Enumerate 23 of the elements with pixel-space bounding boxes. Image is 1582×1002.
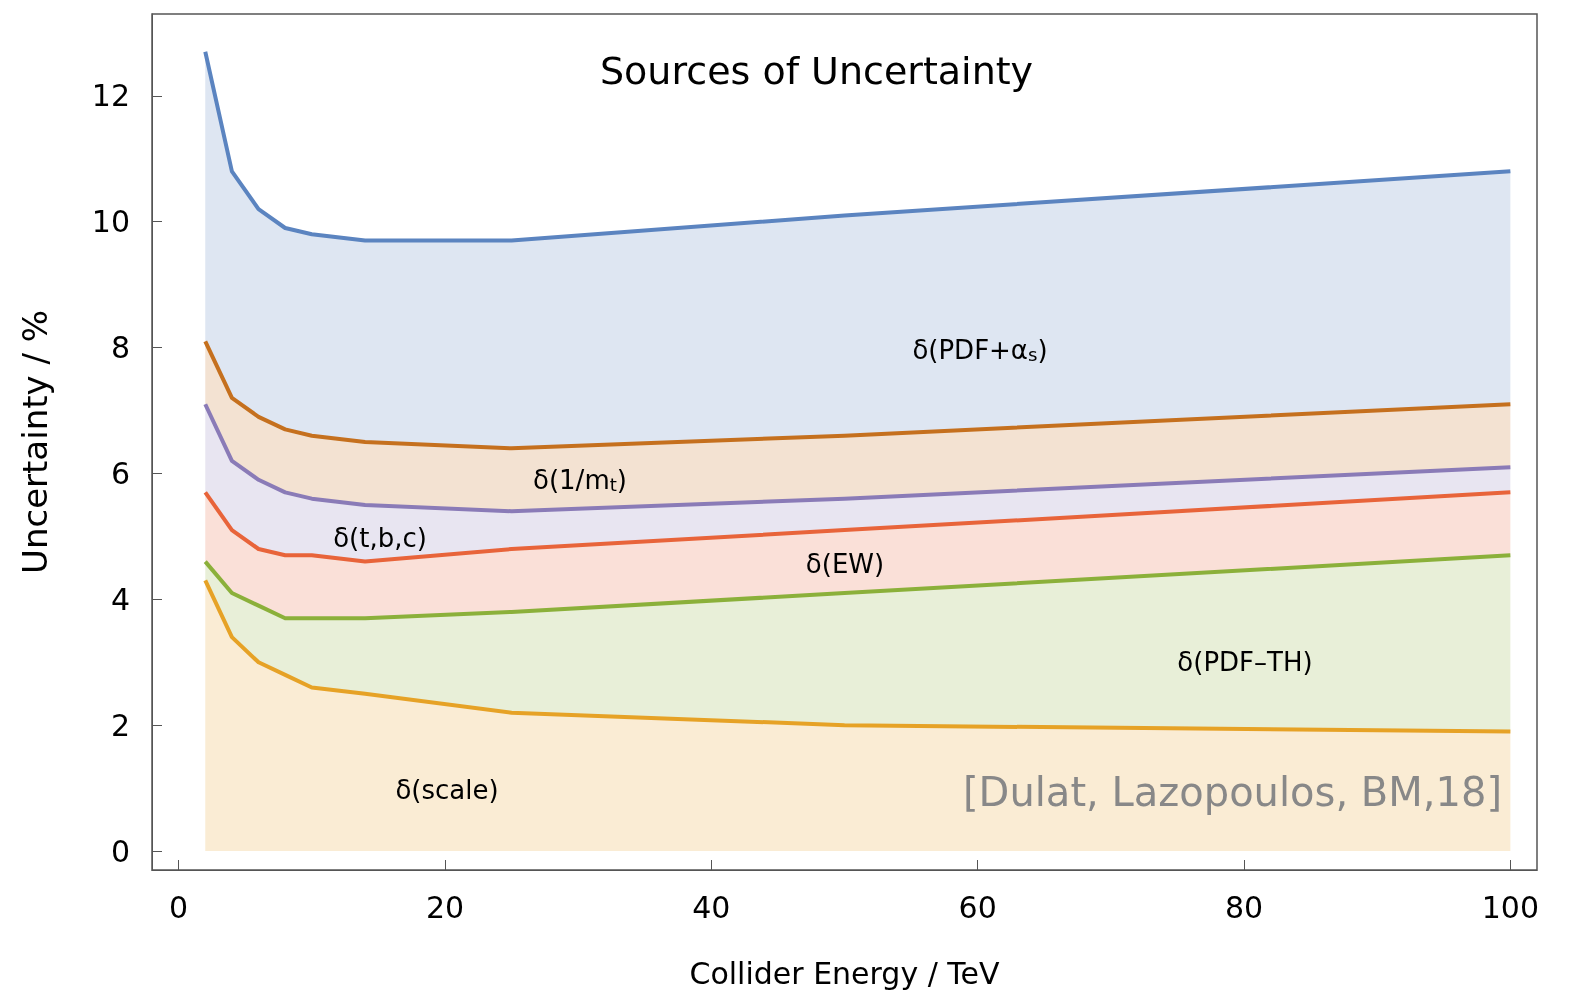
y-tick-label: 8: [110, 330, 130, 366]
x-tick-label: 80: [1224, 889, 1264, 925]
y-tick-label: 4: [110, 581, 130, 617]
x-tick-label: 40: [692, 889, 731, 925]
x-tick-label: 60: [958, 889, 997, 925]
y-tick-label: 12: [91, 78, 130, 114]
annotation: [Dulat, Lazopoulos, BM,18]: [963, 769, 1503, 815]
x-tick-label: 20: [425, 889, 465, 925]
y-tick-label: 0: [110, 833, 130, 869]
y-tick-label: 2: [110, 707, 130, 743]
x-tick-label: 0: [169, 889, 189, 925]
annotation: δ(PDF–TH): [1177, 647, 1313, 677]
annotation: δ(EW): [805, 549, 885, 579]
annotation: δ(scale): [395, 775, 499, 805]
y-axis-title: Uncertainty / %: [15, 309, 55, 575]
annotation: δ(1/mt): [533, 465, 627, 496]
y-tick-label: 10: [91, 204, 130, 240]
x-axis-title: Collider Energy / TeV: [689, 955, 1001, 991]
text: Sources of Uncertainty: [600, 49, 1034, 93]
x-tick-label: 100: [1481, 889, 1539, 925]
y-tick-label: 6: [110, 455, 130, 491]
annotation: δ(t,b,c): [333, 523, 427, 553]
annotation: δ(PDF+αs): [912, 335, 1048, 366]
